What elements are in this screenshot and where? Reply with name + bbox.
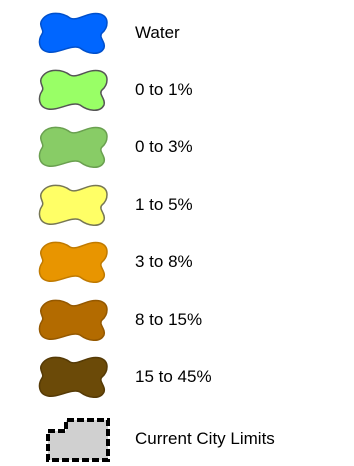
water-blob-icon xyxy=(38,12,108,54)
slope-8-15-blob-icon xyxy=(38,299,108,341)
city-limits-fill xyxy=(48,420,108,460)
legend-label: Water xyxy=(135,23,180,42)
legend-swatch-shape xyxy=(38,126,108,168)
legend-item-city-limits: Current City Limits xyxy=(0,414,354,464)
legend-swatch-shape xyxy=(38,356,108,398)
legend-label: 0 to 1% xyxy=(135,80,193,99)
legend-swatch-shape xyxy=(38,299,108,341)
legend-swatch-shape xyxy=(38,184,108,226)
legend-item-slope-1-5: 1 to 5% xyxy=(0,180,354,230)
legend-item-slope-3-8: 3 to 8% xyxy=(0,237,354,287)
slope-15-45-blob-icon xyxy=(38,356,108,398)
legend-item-slope-0-3: 0 to 3% xyxy=(0,122,354,172)
city-limits-outline xyxy=(46,418,110,462)
legend-swatch-shape xyxy=(38,241,108,283)
city-limits-icon xyxy=(46,418,110,462)
slope-0-1-blob-icon xyxy=(38,69,108,111)
legend-label: 3 to 8% xyxy=(135,252,193,271)
legend-item-slope-0-1: 0 to 1% xyxy=(0,65,354,115)
legend-label: Current City Limits xyxy=(135,429,275,448)
legend-item-slope-15-45: 15 to 45% xyxy=(0,352,354,402)
legend-swatch-shape xyxy=(38,12,108,54)
legend-label: 1 to 5% xyxy=(135,195,193,214)
legend-item-slope-8-15: 8 to 15% xyxy=(0,295,354,345)
legend-item-water: Water xyxy=(0,8,354,58)
legend-label: 0 to 3% xyxy=(135,137,193,156)
slope-3-8-blob-icon xyxy=(38,241,108,283)
legend-label: 8 to 15% xyxy=(135,310,203,329)
legend-swatch-shape xyxy=(38,69,108,111)
slope-1-5-blob-icon xyxy=(38,184,108,226)
legend-label: 15 to 45% xyxy=(135,367,212,386)
slope-0-3-blob-icon xyxy=(38,126,108,168)
